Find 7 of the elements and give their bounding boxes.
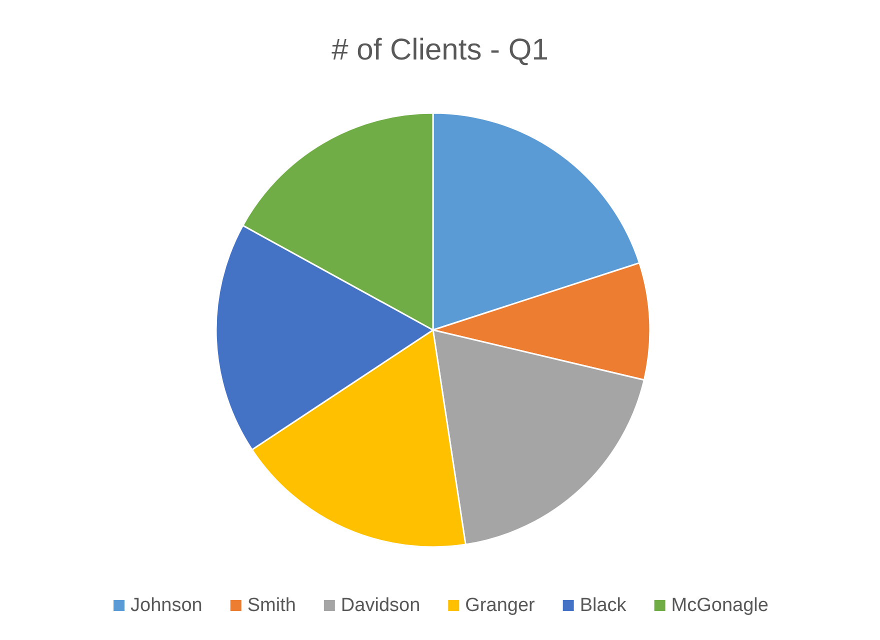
chart-title: # of Clients - Q1 [332, 34, 548, 66]
legend-label: Smith [247, 595, 296, 616]
legend-label: Black [580, 595, 627, 616]
legend-label: McGonagle [671, 595, 768, 616]
legend-label: Davidson [340, 595, 420, 616]
legend-label: Johnson [130, 595, 202, 616]
legend-label: Granger [465, 595, 536, 616]
